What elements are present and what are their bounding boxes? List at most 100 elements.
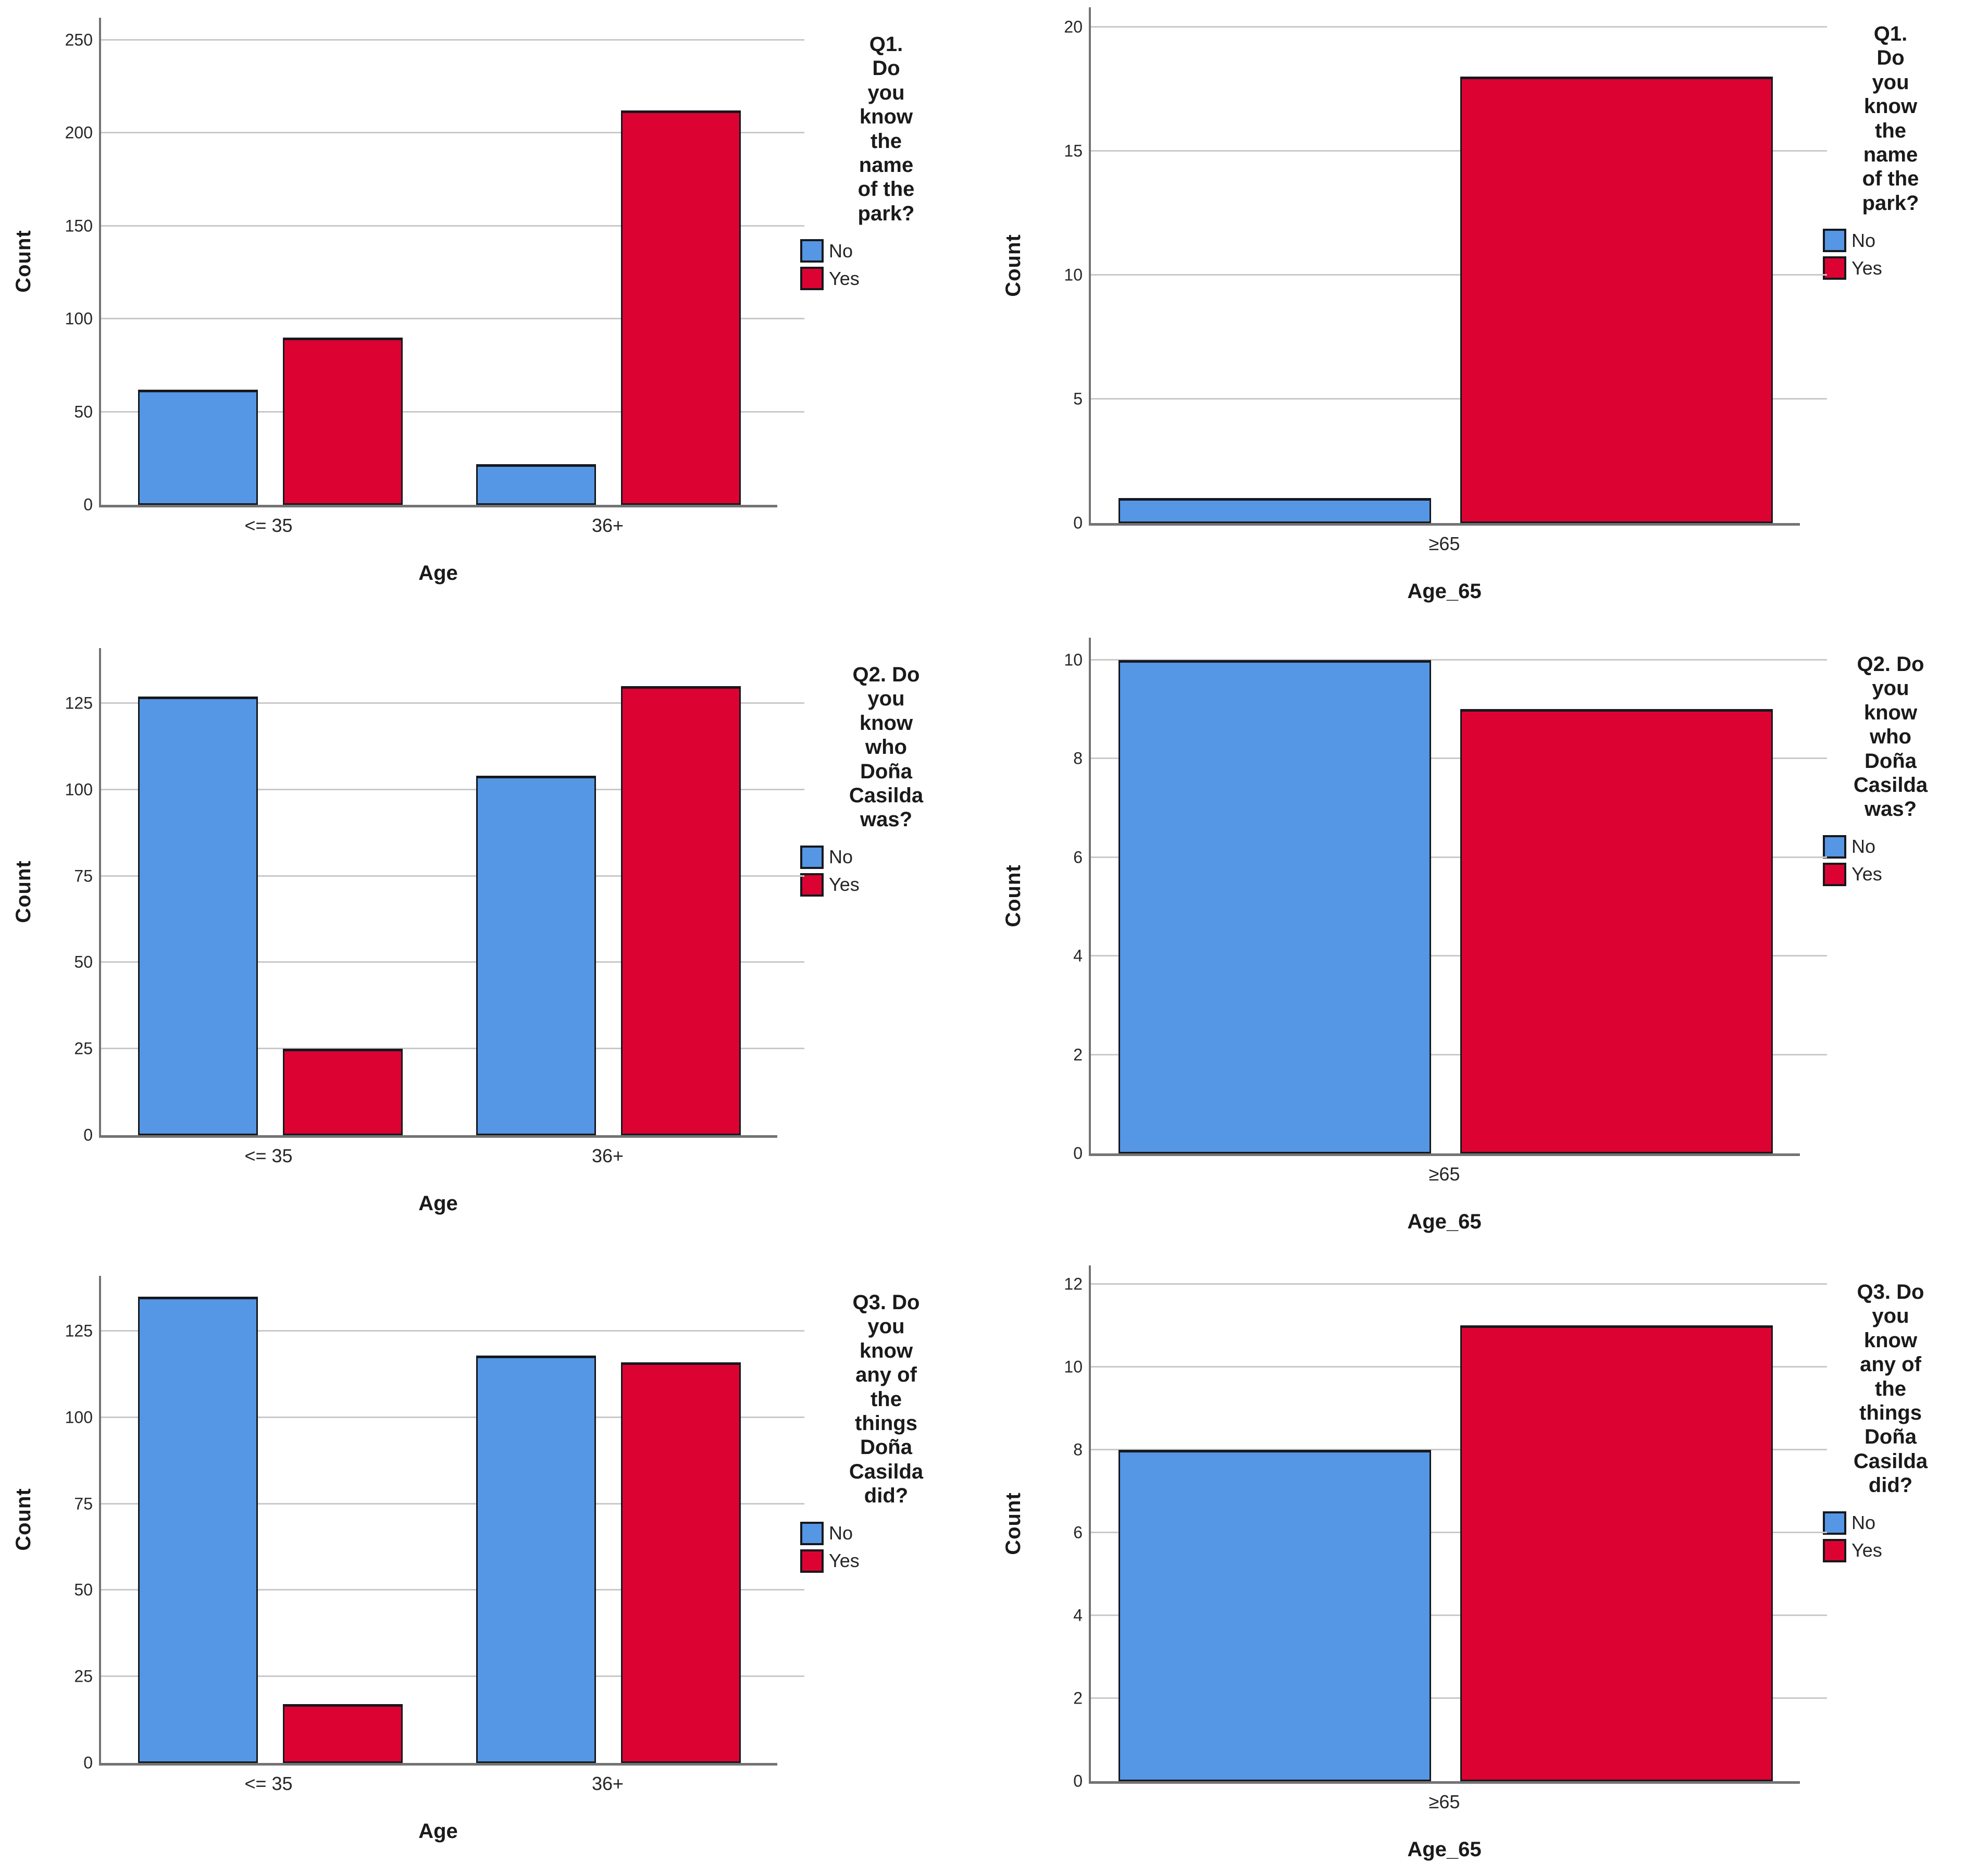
bar-yes: [620, 1362, 741, 1763]
y-tick-label: 12: [1064, 1274, 1083, 1294]
legend: Q3. Do you know any of the things Doña C…: [1800, 1265, 1972, 1876]
x-axis-title: Age: [418, 562, 458, 585]
bar-no: [1118, 1449, 1431, 1781]
x-category-label: 36+: [591, 1145, 624, 1166]
legend-label-yes: Yes: [1851, 863, 1882, 885]
gridline: [1091, 1614, 1827, 1616]
bar-group: [101, 1276, 439, 1763]
bar-no: [138, 389, 258, 505]
bar-group: [101, 18, 439, 505]
gridline: [101, 1675, 804, 1678]
x-category-label: 36+: [591, 1773, 624, 1794]
x-category-label: <= 35: [244, 1145, 293, 1166]
plot-area: 0 5 10 15 20: [1064, 7, 1827, 532]
gridline: [101, 1330, 804, 1332]
bar-yes: [1460, 77, 1773, 523]
legend: Q3. Do you know any of the things Doña C…: [777, 1276, 986, 1876]
y-tick-label: 200: [65, 123, 93, 142]
legend-swatch-no: [800, 1521, 824, 1545]
y-axis: Count: [0, 648, 47, 1135]
gridline: [101, 1502, 804, 1505]
plot-area: 0 50 100 150 200 250: [65, 18, 804, 514]
legend-swatch-no: [1823, 835, 1846, 859]
bar-groups: [101, 648, 777, 1135]
y-tick-label: 0: [1073, 1771, 1083, 1791]
gridline: [1091, 955, 1827, 957]
gridline: [101, 1048, 804, 1050]
legend-item-no: No: [1823, 835, 1972, 859]
y-tick-label: 25: [74, 1039, 93, 1058]
legend: Q1. Do you know the name of the park? No…: [777, 18, 986, 630]
legend-item-yes: Yes: [1823, 1538, 1972, 1562]
gridline: [101, 702, 804, 704]
y-tick-label: 10: [1064, 265, 1083, 284]
legend-item-no: No: [800, 1521, 986, 1545]
y-tick-label: 4: [1073, 946, 1083, 965]
y-axis: Count: [990, 7, 1037, 523]
legend-item-no: No: [1823, 229, 1972, 253]
y-tick-label: 50: [74, 402, 93, 421]
legend: Q2. Do you know who Doña Casilda was? No…: [777, 648, 986, 1258]
legend-swatch-yes: [800, 1549, 824, 1573]
gridline: [1091, 1448, 1827, 1450]
chart-q1-by-age65: Count 0 5 10 15 20 ≥65 Age_65 Q1. Do you kno…: [990, 0, 1976, 630]
x-axis-title: Age_65: [1407, 580, 1482, 603]
bar-no: [476, 776, 596, 1135]
legend-title: Q2. Do you know who Doña Casilda was?: [849, 663, 924, 831]
gridline: [1091, 757, 1827, 760]
y-axis-title: Count: [1001, 1492, 1025, 1555]
gridline: [101, 225, 804, 227]
plot-area: 0 25 50 75 100 125: [65, 648, 804, 1145]
legend-title: Q1. Do you know the name of the park?: [1862, 22, 1919, 215]
x-axis: <= 35 36+: [99, 1145, 777, 1167]
bar-no: [1118, 498, 1431, 523]
legend-label-no: No: [1851, 836, 1876, 858]
plot-area: 0 2 4 6 8 10 12: [1064, 1265, 1827, 1791]
y-axis-title: Count: [1001, 233, 1025, 297]
y-tick-label: 100: [65, 780, 93, 799]
legend-label-yes: Yes: [1851, 1539, 1882, 1561]
gridline: [1091, 1697, 1827, 1699]
y-axis-title: Count: [1001, 864, 1025, 927]
bar-yes: [1460, 1325, 1773, 1781]
bar-no: [1118, 660, 1431, 1153]
x-axis: ≥65: [1089, 533, 1800, 555]
gridline: [1091, 150, 1827, 152]
chart-q3-by-age65: Count 0 2 4 6 8 10 12 ≥65 Age_65 Q3. Do you kn…: [990, 1258, 1976, 1876]
x-axis-title: Age_65: [1407, 1210, 1482, 1233]
legend-label-no: No: [1851, 1512, 1876, 1534]
gridline: [1091, 26, 1827, 28]
y-tick-label: 8: [1073, 1440, 1083, 1459]
y-tick-label: 10: [1064, 650, 1083, 669]
y-tick-label: 0: [83, 1125, 93, 1145]
x-category-label: <= 35: [244, 1773, 293, 1794]
y-tick-label: 5: [1073, 389, 1083, 408]
bar-no: [476, 1355, 596, 1763]
y-axis: Count: [990, 638, 1037, 1153]
y-tick-label: 100: [65, 1408, 93, 1427]
legend-title: Q2. Do you know who Doña Casilda was?: [1853, 653, 1928, 821]
legend-swatch-yes: [1823, 1538, 1846, 1562]
gridline: [1091, 1531, 1827, 1533]
bar-yes: [282, 1704, 403, 1763]
x-axis: <= 35 36+: [99, 515, 777, 537]
gridline: [101, 1589, 804, 1591]
legend-swatch-yes: [800, 873, 824, 897]
gridline: [101, 132, 804, 134]
x-category-label: ≥65: [1428, 533, 1460, 554]
bar-group: [1091, 638, 1800, 1153]
gridline: [101, 411, 804, 413]
bar-group: [439, 18, 777, 505]
bar-group: [1091, 1265, 1800, 1781]
bar-yes: [620, 110, 741, 505]
y-tick-label: 125: [65, 693, 93, 713]
y-tick-label: 0: [83, 1753, 93, 1772]
y-tick-label: 4: [1073, 1606, 1083, 1625]
legend-swatch-no: [800, 239, 824, 263]
y-axis: Count: [0, 18, 47, 505]
x-axis: ≥65: [1089, 1791, 1800, 1813]
y-tick-label: 25: [74, 1667, 93, 1686]
x-category-label: ≥65: [1428, 1791, 1460, 1812]
x-axis-title: Age: [418, 1192, 458, 1215]
bar-groups: [101, 1276, 777, 1763]
